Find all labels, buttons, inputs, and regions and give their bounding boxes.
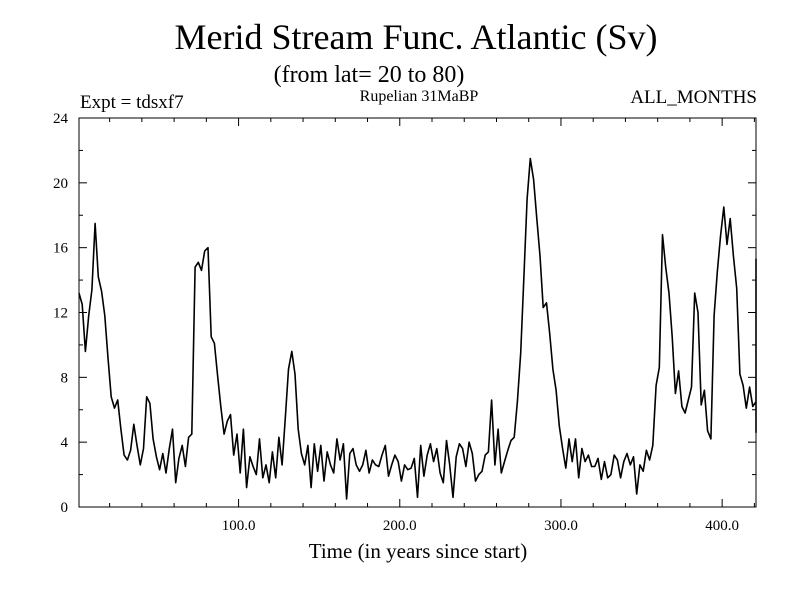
x-axis: 100.0 200.0 300.0 400.0 (109, 118, 755, 534)
series-line (78, 157, 757, 500)
y-tick-label: 4 (61, 435, 69, 451)
y-tick-label: 12 (53, 306, 68, 322)
y-tick-label: 0 (61, 500, 69, 516)
months-label: ALL_MONTHS (630, 87, 757, 108)
x-tick-label: 200.0 (383, 518, 417, 534)
y-axis: 0 4 8 12 16 20 24 (53, 111, 756, 516)
chart-title: Merid Stream Func. Atlantic (Sv) (175, 17, 658, 57)
x-axis-title: Time (in years since start) (309, 539, 528, 563)
y-tick-label: 24 (53, 111, 69, 127)
series-layer (78, 157, 757, 500)
chart-subtitle: (from lat= 20 to 80) (274, 62, 465, 88)
y-tick-label: 20 (53, 176, 68, 192)
period-label: Rupelian 31MaBP (360, 88, 479, 105)
x-tick-label: 400.0 (705, 518, 739, 534)
experiment-label: Expt = tdsxf7 (80, 92, 184, 113)
x-tick-label: 300.0 (544, 518, 578, 534)
y-tick-label: 16 (53, 241, 69, 257)
y-tick-label: 8 (61, 370, 69, 386)
x-tick-label: 100.0 (222, 518, 256, 534)
